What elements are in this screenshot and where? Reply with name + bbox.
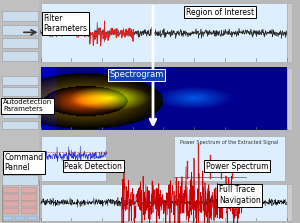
- Bar: [3, 208, 19, 214]
- Bar: [2, 11, 38, 21]
- Text: Power Spectrum: Power Spectrum: [206, 162, 268, 171]
- Text: Power Spectrum of the Extracted Signal: Power Spectrum of the Extracted Signal: [180, 140, 279, 145]
- Text: Filter
Parameters: Filter Parameters: [44, 14, 88, 33]
- Text: Spectrogram: Spectrogram: [109, 70, 164, 79]
- Bar: [2, 110, 38, 118]
- Bar: [2, 76, 38, 85]
- Bar: [2, 99, 38, 107]
- Bar: [3, 194, 19, 201]
- Text: Full Trace
Navigation: Full Trace Navigation: [219, 186, 261, 205]
- Bar: [21, 208, 37, 214]
- Bar: [2, 175, 38, 185]
- Bar: [3, 201, 19, 207]
- Bar: [21, 194, 37, 201]
- Bar: [2, 25, 38, 35]
- Bar: [0, 0, 39, 223]
- Bar: [15, 216, 25, 220]
- Bar: [40, 3, 286, 62]
- Bar: [27, 216, 37, 220]
- Bar: [40, 184, 286, 221]
- Bar: [2, 38, 38, 48]
- Bar: [2, 180, 39, 221]
- Bar: [21, 201, 37, 207]
- Bar: [174, 136, 285, 181]
- Bar: [21, 187, 37, 193]
- Bar: [286, 184, 292, 221]
- Bar: [2, 51, 38, 61]
- Text: Peak Detection: Peak Detection: [64, 162, 122, 171]
- Bar: [3, 216, 13, 220]
- Text: Autodetection
Parameters: Autodetection Parameters: [3, 99, 52, 112]
- Text: Region of Interest: Region of Interest: [186, 8, 254, 17]
- Bar: [286, 68, 292, 130]
- Bar: [286, 3, 292, 62]
- Bar: [40, 136, 106, 181]
- Bar: [2, 161, 38, 171]
- Bar: [2, 87, 38, 96]
- Bar: [2, 121, 38, 129]
- Bar: [3, 187, 19, 193]
- Text: Command
Pannel: Command Pannel: [4, 153, 44, 172]
